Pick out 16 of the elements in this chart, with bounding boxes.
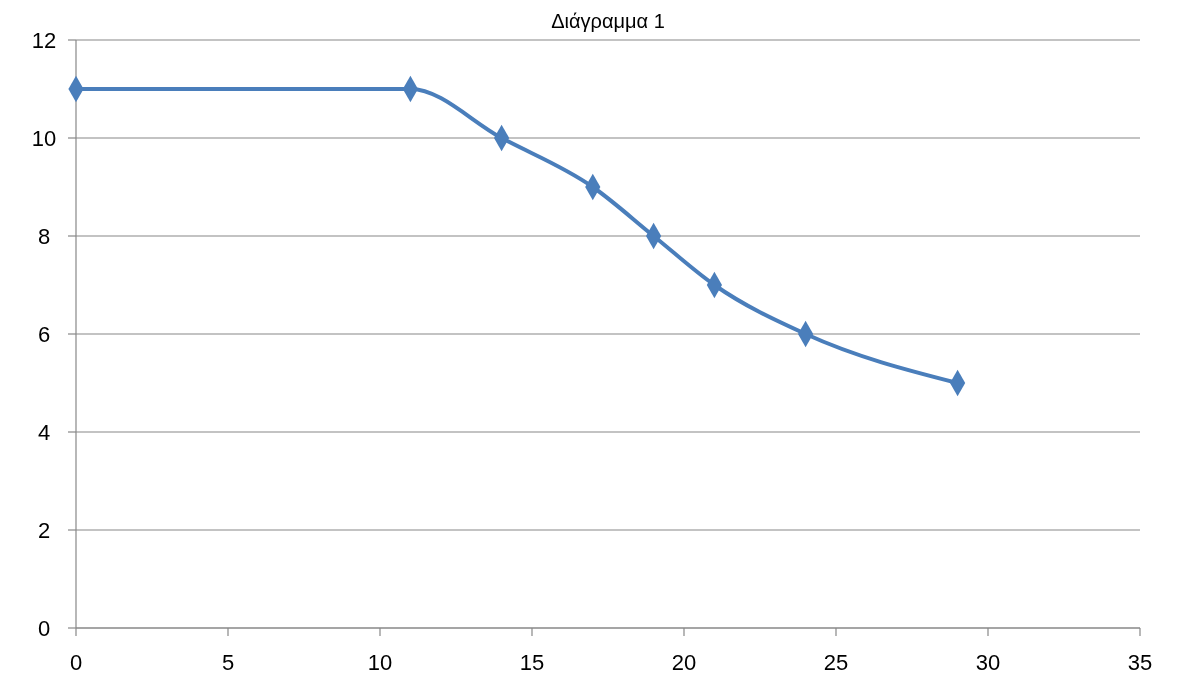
x-tick-label: 25 bbox=[823, 649, 849, 675]
chart-title: Διάγραμμα 1 bbox=[551, 10, 665, 32]
x-tick-label: 10 bbox=[367, 649, 393, 675]
y-tick-label: 4 bbox=[37, 419, 51, 445]
x-tick-label: 0 bbox=[69, 649, 83, 675]
x-tick-label: 5 bbox=[221, 649, 235, 675]
y-tick-label: 0 bbox=[37, 615, 51, 641]
y-tick-label: 6 bbox=[37, 321, 51, 347]
y-tick-label: 12 bbox=[31, 27, 57, 53]
x-tick-label: 15 bbox=[519, 649, 545, 675]
x-tick-label: 30 bbox=[975, 649, 1001, 675]
y-tick-label: 2 bbox=[37, 517, 51, 543]
x-tick-label: 20 bbox=[671, 649, 697, 675]
y-tick-label: 10 bbox=[31, 125, 57, 151]
x-tick-label: 35 bbox=[1127, 649, 1153, 675]
y-tick-label: 8 bbox=[37, 223, 51, 249]
